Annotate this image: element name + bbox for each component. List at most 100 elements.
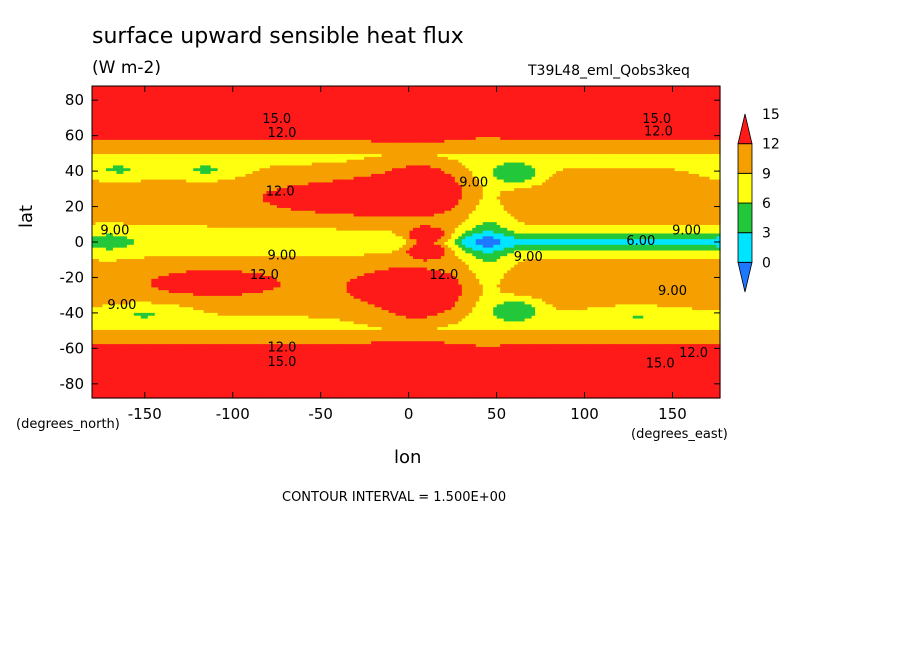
field-cell (133, 91, 138, 96)
field-cell (552, 97, 557, 101)
field-cell (179, 105, 184, 110)
field-cell (172, 105, 177, 110)
field-cell (214, 114, 219, 118)
field-cell (559, 86, 564, 90)
field-cell (695, 86, 700, 90)
field-cell (461, 100, 466, 104)
field-cell (123, 94, 128, 98)
field-cell (144, 100, 149, 104)
field-cell (249, 88, 254, 93)
field-cell (311, 88, 316, 93)
field-cell (385, 108, 390, 113)
field-cell (116, 88, 121, 93)
field-cell (692, 91, 697, 96)
field-cell (255, 91, 261, 96)
field-cell (482, 105, 487, 110)
field-cell (196, 108, 201, 113)
field-cell (412, 105, 418, 110)
field-cell (357, 105, 362, 110)
field-cell (451, 108, 456, 113)
field-cell (245, 88, 250, 93)
field-cell (671, 88, 676, 93)
field-cell (671, 111, 676, 115)
field-cell (437, 108, 442, 113)
field-cell (625, 111, 630, 115)
field-cell (203, 108, 208, 113)
field-cell (583, 108, 589, 113)
field-cell (402, 100, 407, 104)
field-cell (713, 111, 718, 115)
field-cell (329, 103, 334, 107)
field-cell (249, 103, 254, 107)
field-cell (671, 91, 676, 96)
field-cell (416, 105, 421, 110)
field-cell (569, 91, 575, 96)
field-cell (161, 86, 166, 90)
field-cell (378, 100, 383, 104)
field-cell (105, 103, 111, 107)
field-cell (311, 105, 316, 110)
field-cell (643, 105, 648, 110)
field-cell (140, 86, 145, 90)
field-cell (583, 111, 589, 115)
field-cell (357, 108, 362, 113)
field-cell (440, 105, 445, 110)
field-cell (409, 105, 414, 110)
field-cell (468, 111, 473, 115)
field-cell (360, 103, 365, 107)
field-cell (601, 105, 606, 110)
field-cell (646, 97, 651, 101)
field-cell (559, 97, 564, 101)
field-cell (287, 111, 292, 115)
field-cell (451, 105, 456, 110)
field-cell (137, 94, 142, 98)
field-cell (660, 97, 665, 101)
field-cell (521, 94, 526, 98)
field-cell (611, 103, 616, 107)
field-cell (563, 97, 568, 101)
field-cell (583, 105, 589, 110)
field-cell (388, 111, 393, 115)
field-cell (510, 88, 515, 93)
field-cell (493, 108, 498, 113)
field-cell (193, 103, 198, 107)
field-cell (200, 97, 205, 101)
field-cell (706, 88, 711, 93)
field-cell (454, 97, 459, 101)
field-cell (151, 100, 156, 104)
field-cell (583, 94, 589, 98)
field-cell (297, 88, 302, 93)
field-cell (653, 97, 658, 101)
field-cell (608, 108, 613, 113)
field-cell (716, 103, 721, 107)
field-cell (168, 86, 173, 90)
field-cell (193, 94, 198, 98)
field-cell (130, 86, 135, 90)
field-cell (419, 105, 425, 110)
field-cell (262, 114, 268, 118)
field-cell (235, 111, 240, 115)
field-cell (496, 114, 501, 118)
field-cell (367, 114, 372, 118)
field-cell (489, 91, 494, 96)
field-cell (552, 108, 557, 113)
field-cell (465, 108, 470, 113)
field-cell (556, 97, 561, 101)
field-cell (608, 105, 613, 110)
field-cell (364, 103, 369, 107)
field-cell (465, 97, 470, 101)
field-cell (468, 114, 473, 118)
field-cell (688, 94, 693, 98)
field-cell (650, 91, 655, 96)
field-cell (402, 94, 407, 98)
field-cell (695, 111, 700, 115)
field-cell (618, 111, 623, 115)
field-cell (625, 105, 630, 110)
field-cell (367, 91, 372, 96)
field-cell (632, 108, 637, 113)
field-cell (262, 103, 268, 107)
field-cell (458, 88, 463, 93)
field-cell (105, 86, 111, 90)
field-cell (590, 88, 595, 93)
field-cell (98, 100, 104, 104)
